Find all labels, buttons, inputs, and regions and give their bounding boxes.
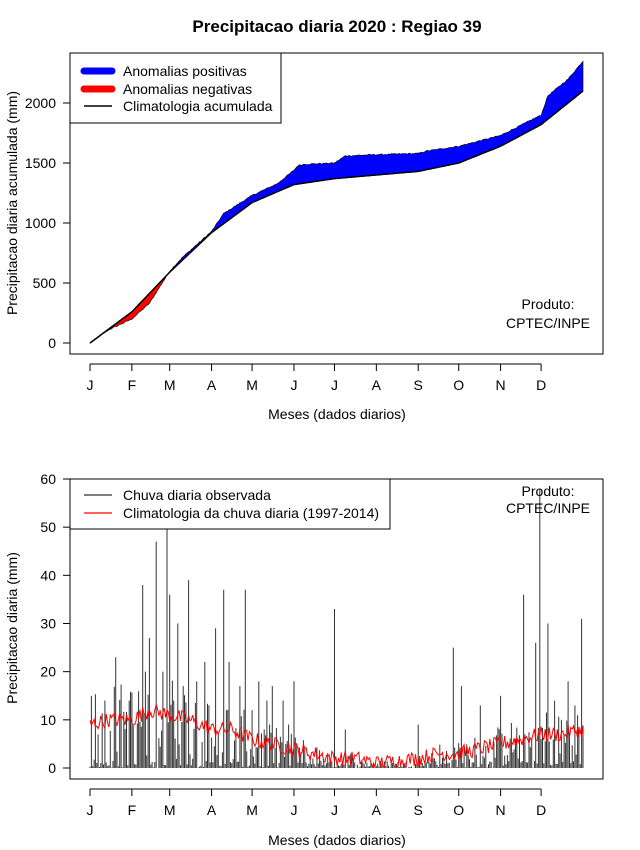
- x-tick-label: A: [372, 802, 382, 818]
- x-tick-label: N: [496, 377, 506, 393]
- x-tick-label: A: [207, 377, 217, 393]
- x-tick-label: J: [331, 802, 338, 818]
- credit-line-2-top: CPTEC/INPE: [506, 315, 590, 331]
- x-tick-label: J: [87, 377, 94, 393]
- y-axis-label-top: Precipitacao diaria acumulada (mm): [4, 91, 20, 315]
- x-tick-label: A: [372, 377, 382, 393]
- credit-line-1-top: Produto:: [522, 296, 575, 312]
- legend-bottom: Chuva diaria observada Climatologia da c…: [69, 478, 391, 530]
- y-tick-label: 1500: [25, 155, 56, 171]
- daily-climatology-line: [89, 702, 584, 769]
- legend-label-climatology: Climatologia acumulada: [123, 98, 273, 114]
- y-tick-label: 10: [40, 712, 56, 728]
- y-tick-label: 2000: [25, 95, 56, 111]
- credit-line-2-bottom: CPTEC/INPE: [506, 500, 590, 516]
- y-tick-label: 1000: [25, 215, 56, 231]
- x-axis-label-top: Meses (dados diarios): [268, 406, 406, 422]
- y-axis-bottom: 0 10 20 30 40 50 60: [40, 471, 71, 776]
- y-tick-label: 30: [40, 616, 56, 632]
- x-tick-label: N: [496, 802, 506, 818]
- y-tick-label: 500: [33, 275, 57, 291]
- legend-top: Anomalias positivas Anomalias negativas …: [69, 52, 282, 124]
- legend-label-daily-climatology: Climatologia da chuva diaria (1997-2014): [123, 505, 379, 521]
- y-tick-label: 50: [40, 519, 56, 535]
- chart-title: Precipitacao diaria 2020 : Regiao 39: [192, 17, 481, 36]
- x-tick-label: D: [536, 377, 546, 393]
- daily-precipitation-panel: 0 10 20 30 40 50 60 J F M A M J J A S O N D Meses (dados …: [4, 471, 604, 848]
- x-tick-label: M: [164, 377, 176, 393]
- negative-anomaly-area: [100, 274, 168, 336]
- x-tick-label: J: [331, 377, 338, 393]
- x-tick-label: M: [246, 802, 258, 818]
- x-tick-label: J: [87, 802, 94, 818]
- legend-label-observed: Chuva diaria observada: [123, 487, 271, 503]
- y-tick-label: 20: [40, 664, 56, 680]
- x-tick-label: O: [453, 377, 464, 393]
- legend-label-positive: Anomalias positivas: [123, 63, 247, 79]
- cumulative-precipitation-panel: 0 500 1000 1500 2000 J F M A M J J A S O N D Meses (dad…: [4, 52, 604, 422]
- legend-label-negative: Anomalias negativas: [123, 81, 252, 97]
- daily-rain-bars: [89, 488, 584, 768]
- legend-box-bottom: [69, 478, 391, 530]
- x-tick-label: D: [536, 802, 546, 818]
- credit-line-1-bottom: Produto:: [522, 483, 575, 499]
- y-axis-label-bottom: Precipitacao diaria (mm): [4, 552, 20, 704]
- x-axis-label-bottom: Meses (dados diarios): [268, 832, 406, 848]
- x-tick-label: S: [414, 377, 423, 393]
- y-tick-label: 60: [40, 471, 56, 487]
- x-tick-label: M: [246, 377, 258, 393]
- x-tick-label: F: [128, 377, 137, 393]
- x-tick-label: A: [207, 802, 217, 818]
- x-tick-label: F: [128, 802, 137, 818]
- x-tick-label: M: [164, 802, 176, 818]
- x-tick-label: J: [290, 802, 297, 818]
- x-tick-label: J: [290, 377, 297, 393]
- y-tick-label: 40: [40, 567, 56, 583]
- x-tick-label: O: [453, 802, 464, 818]
- y-axis-top: 0 500 1000 1500 2000: [25, 95, 71, 351]
- x-tick-label: S: [414, 802, 423, 818]
- climatology-cumulative-line: [89, 90, 584, 344]
- y-tick-label: 0: [48, 760, 56, 776]
- y-tick-label: 0: [48, 335, 56, 351]
